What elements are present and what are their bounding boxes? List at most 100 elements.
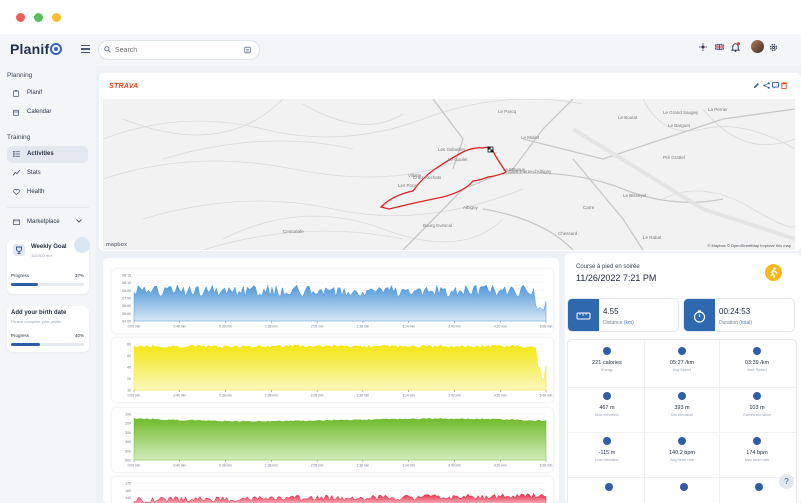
app-logo[interactable]: Planif xyxy=(10,41,63,57)
map-place-label: Centorlafe xyxy=(283,229,304,234)
y-tick-label: 400 xyxy=(125,440,131,444)
heart-max-icon xyxy=(753,437,761,445)
sidebar-item-activities[interactable]: Activities xyxy=(7,146,88,163)
x-tick-label: 1:38 min xyxy=(265,394,278,398)
route-start-marker xyxy=(487,146,494,153)
y-tick-label: 04:00 xyxy=(122,320,131,324)
comment-icon[interactable] xyxy=(771,82,779,89)
store-icon xyxy=(13,219,20,225)
route-map[interactable]: Le Parcq Le Mialet Le Grand Saugey Le Bargu… xyxy=(103,99,795,250)
y-tick-label: 08:15 xyxy=(122,274,131,278)
x-tick-label: 0:46 min xyxy=(173,394,186,398)
x-tick-label: 0:00 min xyxy=(128,325,141,329)
minimize-window-dot[interactable] xyxy=(34,13,43,22)
birth-date-progress-label: Progress xyxy=(11,333,30,338)
x-tick-label: 3:43 min xyxy=(448,464,461,468)
help-button[interactable]: ? xyxy=(779,474,794,489)
x-tick-label: 3:14 min xyxy=(402,394,415,398)
sidebar-item-marketplace[interactable]: Marketplace xyxy=(7,214,88,231)
edit-icon[interactable] xyxy=(753,82,760,89)
y-tick-label: 100 xyxy=(125,413,131,417)
maximize-window-dot[interactable] xyxy=(52,13,61,22)
map-place-label: Le Rabat xyxy=(643,235,662,240)
weekly-goal-progress-bar xyxy=(11,283,84,286)
sidebar-item-stats[interactable]: Stats xyxy=(7,165,88,182)
map-place-label: Les Pons xyxy=(398,183,418,188)
x-tick-label: 0:00 min xyxy=(128,394,141,398)
x-tick-label: 3:43 min xyxy=(448,325,461,329)
share-icon[interactable] xyxy=(762,82,770,89)
y-tick-label: 80 xyxy=(127,343,131,347)
chevron-down-icon xyxy=(76,219,82,223)
stat-lost-elevation: -115 m Lost elevation xyxy=(570,433,644,467)
weekly-goal-card[interactable]: Weekly Goal 111/300 min Progress 37% xyxy=(7,237,90,294)
birth-date-card[interactable]: Add your birth date Please complete your… xyxy=(7,306,89,352)
stat-max-heart-rate: 174 bpm Max heart rate xyxy=(720,433,794,467)
y-tick-label: 10 xyxy=(127,389,131,393)
strava-logo[interactable]: STRAVA xyxy=(109,83,139,90)
y-tick-label: 160 xyxy=(125,489,131,493)
x-tick-label: 0:39 min xyxy=(219,394,232,398)
heart-icon xyxy=(13,189,20,195)
x-tick-label: 0:46 min xyxy=(173,325,186,329)
sidebar-item-label: Calendar xyxy=(27,109,52,115)
calendar-icon xyxy=(13,109,19,116)
stopwatch-icon xyxy=(693,310,706,323)
x-tick-label: 0:00 min xyxy=(128,464,141,468)
app-name: Planif xyxy=(10,41,50,57)
pace-chart[interactable]: 08:15 08:10 08:00 07:00 06:00 05:00 04:00 0:00 … xyxy=(112,269,553,333)
heart-icon xyxy=(678,437,686,445)
search-input[interactable] xyxy=(115,44,235,56)
duration-label: Duration (total) xyxy=(719,320,753,326)
more-stat-icon xyxy=(755,483,763,491)
birth-date-progress-bar xyxy=(11,343,84,346)
map-place-label: Albigny xyxy=(463,205,479,210)
close-window-dot[interactable] xyxy=(16,13,25,22)
sidebar-item-health[interactable]: Health xyxy=(7,184,88,201)
map-attribution[interactable]: © Mapbox © OpenStreetMap Improve this ma… xyxy=(707,243,792,248)
theme-toggle-icon[interactable] xyxy=(699,43,707,51)
sidebar-item-label: Planif xyxy=(27,90,43,96)
y-tick-label: 140 xyxy=(125,496,131,500)
x-tick-label: 1:38 min xyxy=(265,325,278,329)
map-card: POWERED BY STRAVA xyxy=(99,73,801,251)
sidebar-item-label: Stats xyxy=(27,170,41,176)
map-place-label: Villette xyxy=(408,173,422,178)
sidebar-item-label: Marketplace xyxy=(27,219,60,225)
delete-icon[interactable] xyxy=(781,82,787,89)
weekly-goal-title: Weekly Goal xyxy=(31,244,67,250)
elevation-chart[interactable]: 100 200 300 400 500 600 0:00 min 0:46 min 0:39 m… xyxy=(112,408,553,472)
x-tick-label: 2:38 min xyxy=(357,394,370,398)
settings-gear-icon[interactable] xyxy=(769,43,778,52)
menu-toggle-button[interactable] xyxy=(81,45,90,53)
weekly-goal-subtitle: 111/300 min xyxy=(31,253,53,258)
stat-gained-elevation: 103 m Gained elevation xyxy=(720,388,794,422)
x-tick-label: 2:05 min xyxy=(311,394,324,398)
stat-min-elevation: 393 m Min elevation xyxy=(645,388,719,422)
ruler-icon xyxy=(576,312,591,320)
more-stat-icon xyxy=(680,483,688,491)
stats-icon xyxy=(13,170,20,176)
cadence-chart[interactable]: 80 60 40 20 10 0:00 min 0:46 min 0:39 min 1:38 m… xyxy=(112,338,553,402)
filter-icon[interactable] xyxy=(244,46,251,54)
distance-stat: 4.55 Distance (km) xyxy=(567,298,679,332)
duration-value: 00:24:53 xyxy=(719,307,751,316)
x-tick-label: 2:38 min xyxy=(357,325,370,329)
y-tick-label: 40 xyxy=(127,366,131,370)
uk-flag-icon[interactable] xyxy=(715,44,724,50)
main-content: POWERED BY STRAVA xyxy=(99,73,801,503)
x-tick-label: 5:08 min xyxy=(540,394,553,398)
search-icon xyxy=(104,46,111,53)
sidebar-item-planif[interactable]: Planif xyxy=(7,85,88,102)
x-tick-label: 2:38 min xyxy=(357,464,370,468)
y-tick-label: 05:00 xyxy=(122,312,131,316)
notification-bell-icon[interactable] xyxy=(731,42,740,52)
x-tick-label: 4:20 min xyxy=(494,394,507,398)
search-bar[interactable] xyxy=(98,40,260,60)
mapbox-logo[interactable]: mapbox xyxy=(106,242,128,248)
x-tick-label: 2:05 min xyxy=(311,325,324,329)
map-canvas: Le Parcq Le Mialet Le Grand Saugey Le Bargu… xyxy=(103,99,795,250)
user-avatar[interactable] xyxy=(751,40,764,53)
sidebar-item-calendar[interactable]: Calendar xyxy=(7,104,88,121)
